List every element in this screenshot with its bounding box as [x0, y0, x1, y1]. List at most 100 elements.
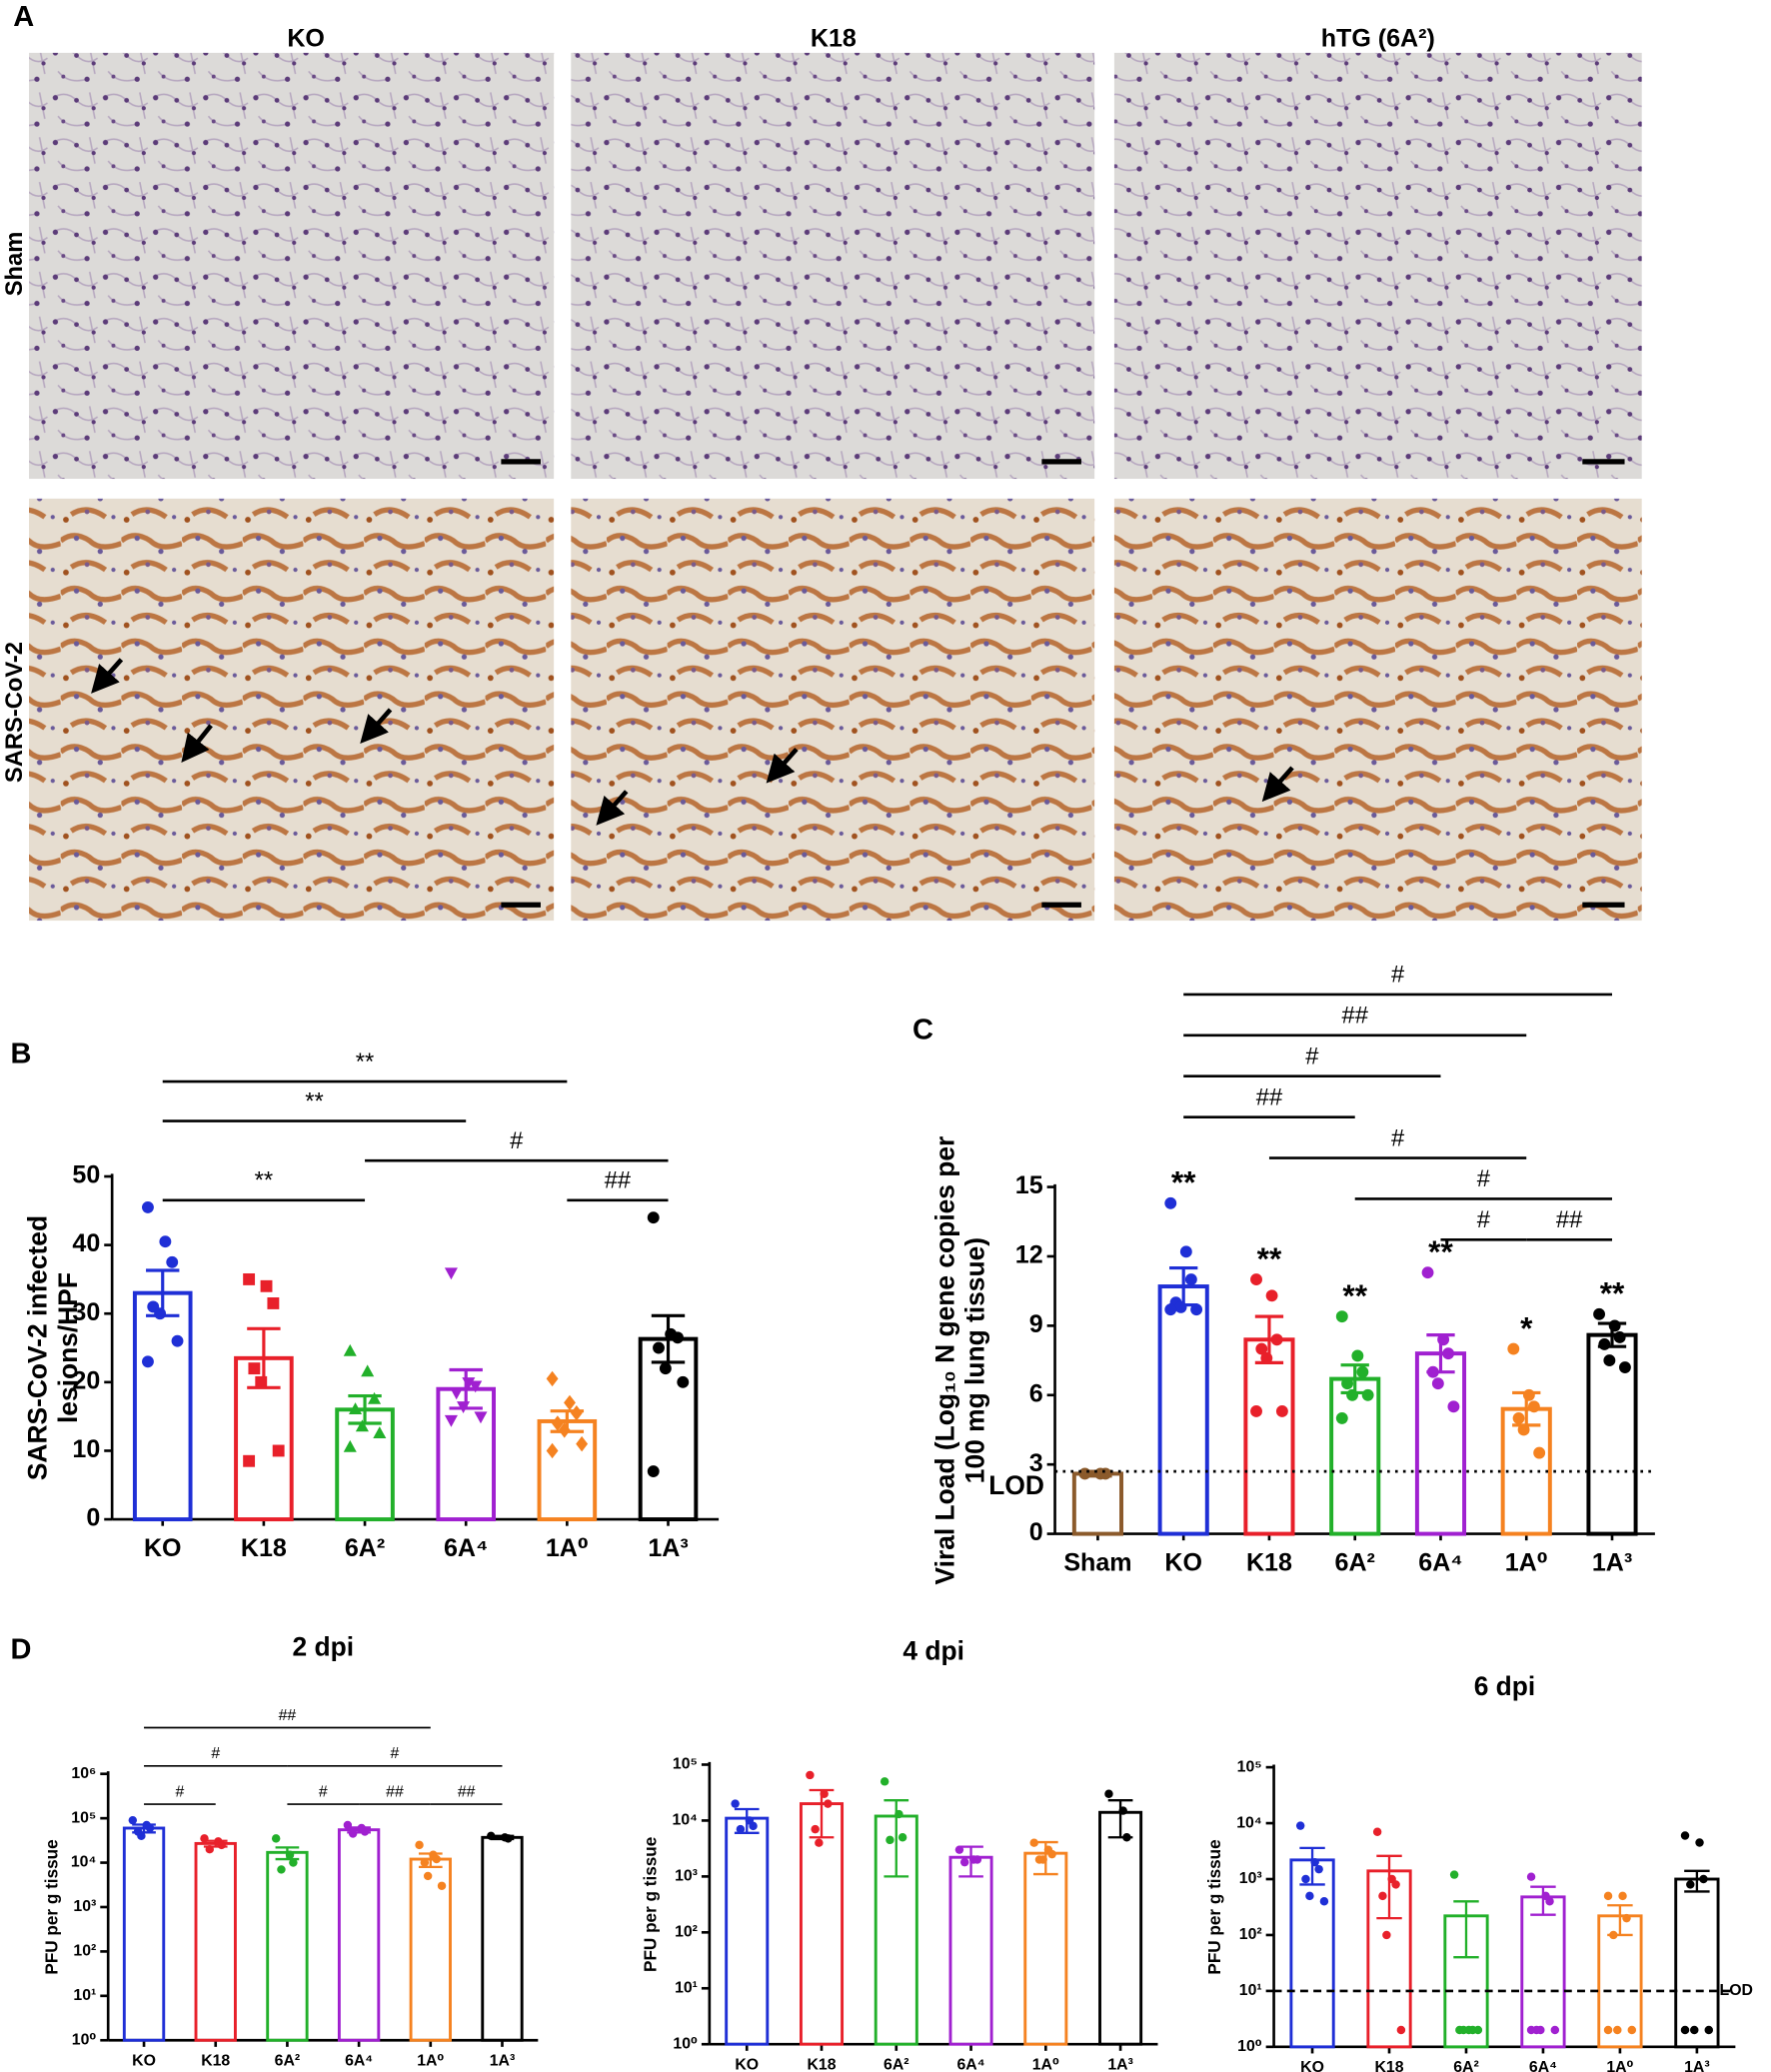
bar	[1289, 1858, 1335, 2049]
y-tick-label: 10⁰	[673, 2035, 698, 2052]
data-point	[1527, 1400, 1540, 1413]
data-point	[1265, 1289, 1278, 1302]
data-point	[1310, 1857, 1319, 1867]
data-point	[1603, 2025, 1613, 2035]
chart-title: 6 dpi	[1474, 1671, 1536, 1701]
x-tick-label: 6A²	[275, 2053, 301, 2070]
significance-label: ##	[458, 1783, 476, 1800]
x-tick-label: KO	[1164, 1549, 1202, 1577]
data-point	[1164, 1196, 1177, 1209]
data-point	[1391, 1880, 1400, 1889]
y-axis-title: PFU per g tissue	[640, 1837, 660, 1972]
data-point	[1351, 1349, 1364, 1362]
data-point	[546, 1370, 559, 1387]
x-tick-label: 6A²	[884, 2057, 909, 2072]
data-point	[444, 1414, 458, 1427]
data-point	[749, 1821, 758, 1831]
significance-label: #	[1305, 1044, 1319, 1070]
data-point	[159, 1235, 172, 1248]
bar	[266, 1850, 309, 2042]
data-point	[1526, 2025, 1536, 2035]
significance-label: #	[211, 1745, 220, 1762]
x-tick-label: KO	[1300, 2059, 1324, 2072]
y-tick-label: 40	[72, 1229, 100, 1257]
y-tick-label: 10⁶	[71, 1765, 96, 1782]
micrograph	[571, 498, 1095, 922]
bar	[194, 1841, 237, 2042]
data-point	[886, 1835, 894, 1845]
bar	[948, 1855, 993, 2046]
data-point	[972, 1855, 982, 1864]
data-point	[1609, 1930, 1618, 1940]
data-point	[1319, 1897, 1329, 1906]
x-tick-label: 1A³	[648, 1534, 688, 1562]
data-point	[546, 1442, 559, 1459]
data-point	[349, 1402, 363, 1415]
significance-star: *	[1520, 1309, 1533, 1345]
scale-bars	[501, 459, 1625, 908]
y-axis-title: SARS-CoV-2 infected	[23, 1215, 53, 1480]
data-point	[1361, 1388, 1374, 1401]
data-point	[1099, 1467, 1112, 1480]
data-point	[1608, 1319, 1621, 1332]
y-axis-title: PFU per g tissue	[41, 1839, 61, 1974]
y-tick-label: 10³	[73, 1898, 96, 1915]
significance-label: ##	[279, 1707, 297, 1724]
x-tick-label: 1A³	[490, 2053, 516, 2070]
significance-label: #	[175, 1783, 184, 1800]
data-point	[1517, 1423, 1530, 1436]
data-point	[1250, 1405, 1262, 1417]
y-tick-label: 10⁰	[72, 2031, 97, 2048]
significance-label: **	[305, 1088, 323, 1114]
data-point	[1512, 1411, 1525, 1424]
data-point	[1447, 1400, 1460, 1413]
data-point	[272, 1444, 285, 1457]
x-tick-label: 1A⁰	[1606, 2059, 1633, 2072]
x-tick-label: KO	[735, 2057, 759, 2072]
data-point	[200, 1834, 209, 1843]
data-point	[154, 1307, 167, 1320]
data-point	[217, 1840, 226, 1850]
data-point	[880, 1777, 889, 1786]
data-point	[1550, 2025, 1560, 2035]
significance-label: #	[510, 1128, 524, 1154]
bar	[1243, 1337, 1295, 1536]
y-tick-label: 10¹	[1239, 1982, 1262, 1999]
data-point	[1078, 1467, 1091, 1480]
data-point	[672, 1331, 684, 1344]
data-point	[647, 1465, 660, 1477]
data-point	[457, 1401, 471, 1413]
data-point	[437, 1881, 447, 1891]
significance-label: #	[1477, 1207, 1491, 1233]
bar	[122, 1826, 166, 2042]
data-point	[145, 1823, 155, 1833]
y-tick-label: 10⁵	[1237, 1758, 1262, 1775]
data-point	[1122, 1833, 1131, 1842]
data-point	[1507, 1342, 1520, 1355]
y-tick-label: 10¹	[73, 1987, 96, 2004]
micrograph	[571, 52, 1095, 480]
data-point	[1295, 1821, 1305, 1830]
data-point	[368, 1391, 382, 1404]
panel-label: D	[11, 1634, 32, 1666]
significance-label: #	[1391, 1125, 1405, 1151]
bar	[1520, 1895, 1566, 2049]
data-point	[166, 1255, 179, 1268]
data-point	[1522, 1388, 1535, 1401]
data-point	[659, 1362, 672, 1375]
significance-label: ##	[1342, 1004, 1369, 1030]
data-point	[128, 1815, 138, 1825]
data-point	[1704, 2025, 1713, 2035]
x-tick-label: Sham	[1063, 1549, 1131, 1577]
data-point	[420, 1858, 430, 1867]
chart-title: 4 dpi	[902, 1635, 964, 1665]
data-point	[647, 1211, 660, 1224]
data-point	[1356, 1365, 1369, 1378]
data-point	[1250, 1273, 1262, 1286]
data-point	[653, 1341, 665, 1354]
data-point	[137, 1831, 146, 1841]
data-point	[1622, 1913, 1631, 1923]
arrows	[91, 658, 1294, 826]
micrograph	[1113, 52, 1642, 480]
data-point	[806, 1770, 815, 1780]
